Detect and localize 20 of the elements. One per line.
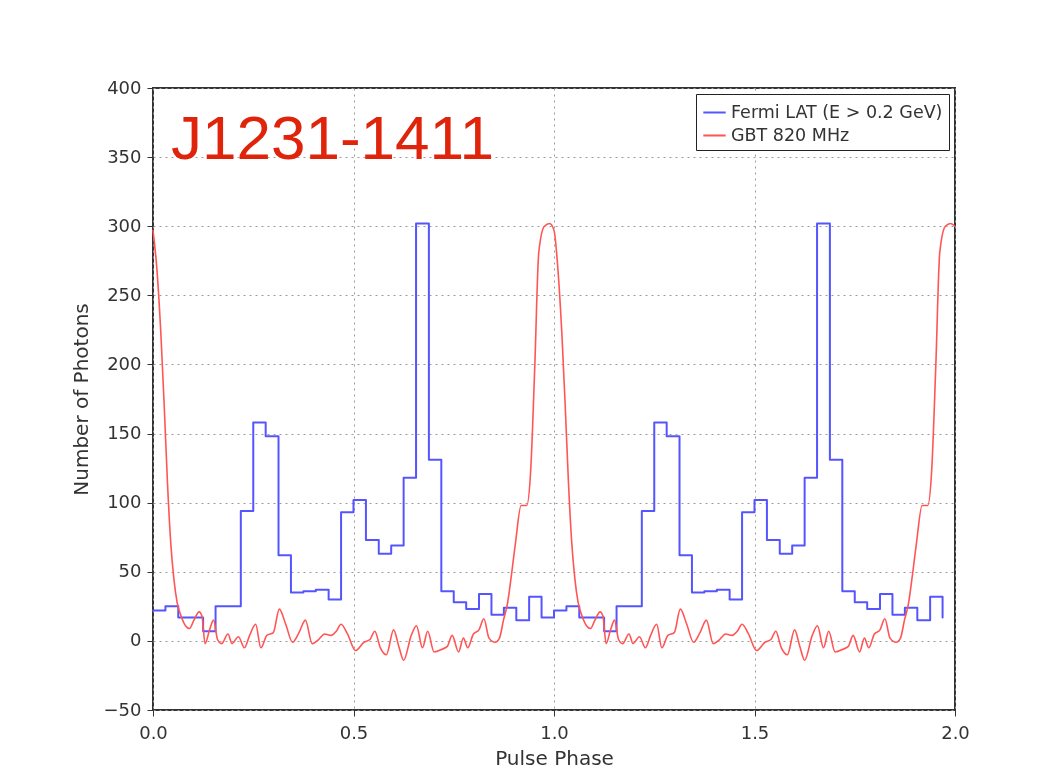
y-tick-label: 100 (107, 491, 142, 513)
y-tick-label: 200 (107, 352, 142, 374)
y-tick-label: 350 (107, 145, 142, 167)
x-tick-label: 0.0 (139, 721, 168, 743)
y-axis-title: Number of Photons (68, 303, 93, 496)
y-tick-label: −50 (103, 698, 142, 720)
y-tick-label: 250 (107, 283, 142, 305)
y-tick-label: 0 (130, 629, 142, 651)
x-tick-label: 1.5 (740, 721, 770, 743)
x-axis-title: Pulse Phase (495, 745, 614, 770)
x-tick-label: 1.0 (540, 721, 569, 743)
y-tick-label: 300 (107, 214, 142, 236)
x-tick-label: 0.5 (339, 721, 369, 743)
y-tick-label: 150 (107, 422, 142, 444)
legend-label: GBT 820 MHz (731, 124, 850, 145)
legend-label: Fermi LAT (E > 0.2 GeV) (731, 101, 943, 122)
y-tick-label: 400 (107, 76, 142, 98)
chart-title: J1231-1411 (171, 103, 494, 172)
x-tick-label: 2.0 (941, 721, 970, 743)
y-tick-label: 50 (118, 560, 142, 582)
